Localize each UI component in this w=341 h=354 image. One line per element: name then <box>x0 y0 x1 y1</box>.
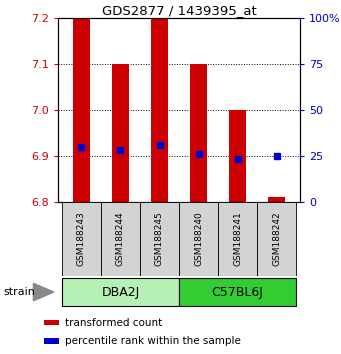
Bar <box>44 338 59 344</box>
Bar <box>229 110 247 202</box>
Text: GSM188245: GSM188245 <box>155 212 164 266</box>
Title: GDS2877 / 1439395_at: GDS2877 / 1439395_at <box>102 4 256 17</box>
Bar <box>257 202 296 276</box>
Bar <box>44 320 59 325</box>
Text: GSM188244: GSM188244 <box>116 212 125 266</box>
Text: C57BL6J: C57BL6J <box>212 286 264 298</box>
Bar <box>268 197 285 202</box>
Bar <box>101 202 140 276</box>
Text: GSM188240: GSM188240 <box>194 212 203 266</box>
Bar <box>140 202 179 276</box>
Text: GSM188243: GSM188243 <box>77 212 86 266</box>
Bar <box>73 18 90 202</box>
Bar <box>62 202 101 276</box>
Bar <box>112 64 129 202</box>
Bar <box>179 202 218 276</box>
Bar <box>218 202 257 276</box>
Bar <box>151 18 168 202</box>
Bar <box>179 278 296 306</box>
Text: percentile rank within the sample: percentile rank within the sample <box>65 336 241 346</box>
Polygon shape <box>33 283 54 301</box>
Text: GSM188242: GSM188242 <box>272 212 281 266</box>
Bar <box>190 64 207 202</box>
Text: transformed count: transformed count <box>65 318 163 328</box>
Text: DBA2J: DBA2J <box>101 286 139 298</box>
Text: strain: strain <box>3 287 35 297</box>
Text: GSM188241: GSM188241 <box>233 212 242 266</box>
Bar <box>62 278 179 306</box>
